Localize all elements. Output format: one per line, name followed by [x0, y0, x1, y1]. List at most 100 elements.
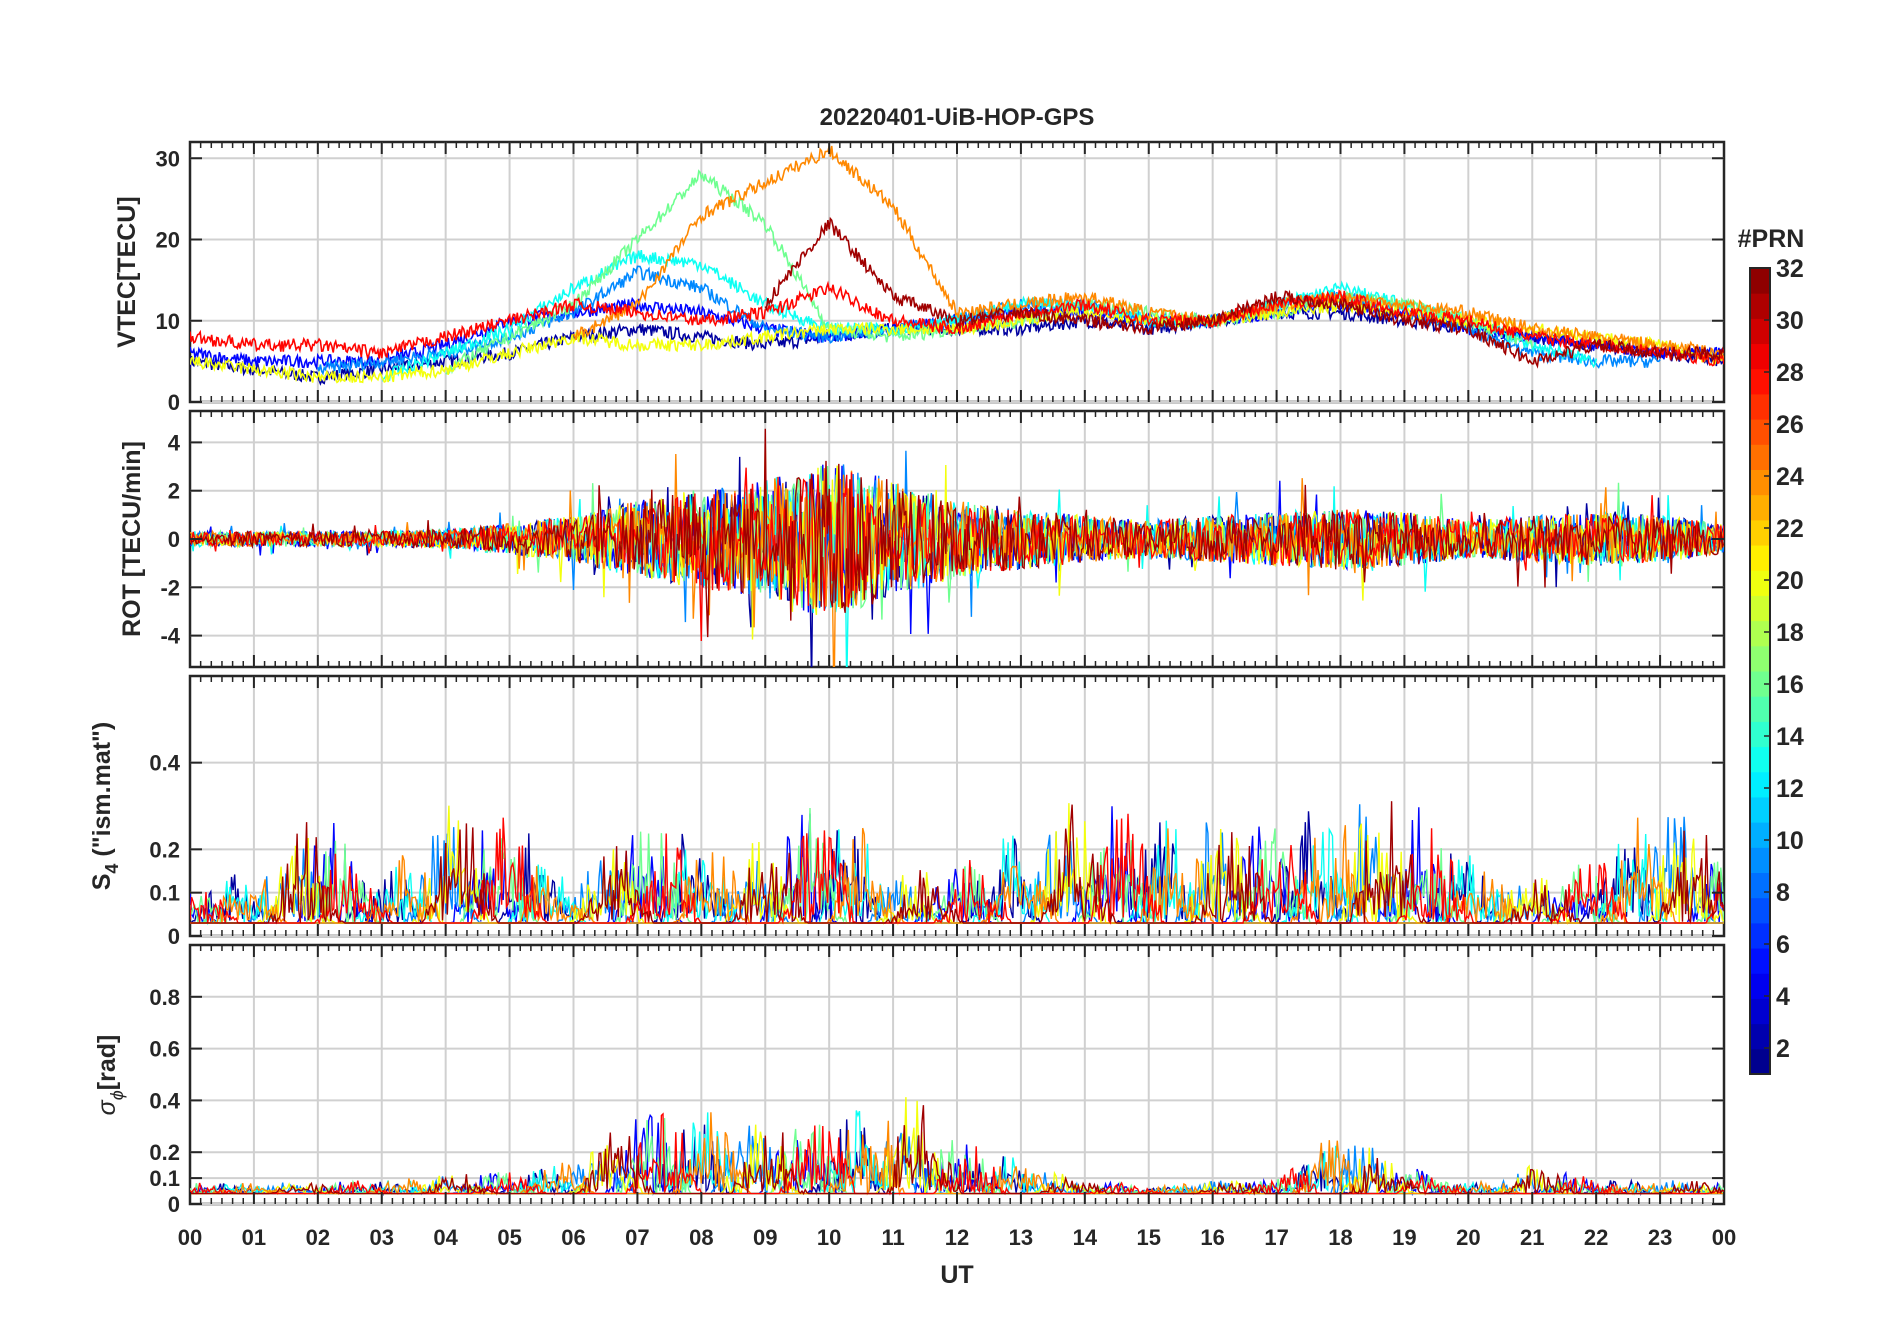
- colorbar-segment: [1750, 1023, 1770, 1050]
- colorbar-tick-label: 28: [1776, 359, 1804, 387]
- x-axis-title: UT: [940, 1261, 973, 1289]
- x-tick-label: 08: [689, 1225, 713, 1250]
- colorbar-tick-label: 24: [1776, 463, 1804, 491]
- x-tick-label: 01: [242, 1225, 266, 1250]
- x-tick-label: 09: [753, 1225, 777, 1250]
- x-tick-label: 04: [433, 1225, 458, 1250]
- colorbar-segment: [1750, 494, 1770, 521]
- x-tick-label: 07: [625, 1225, 649, 1250]
- y-tick-label: 0.4: [149, 751, 180, 776]
- colorbar-segment: [1750, 746, 1770, 773]
- x-tick-label: 12: [945, 1225, 969, 1250]
- colorbar-tick-label: 26: [1776, 411, 1804, 439]
- colorbar-segment: [1750, 847, 1770, 873]
- x-tick-label: 17: [1264, 1225, 1288, 1250]
- colorbar-tick-label: 30: [1776, 307, 1804, 335]
- rot-series-prn-28: [190, 467, 1724, 642]
- colorbar-tick-label: 2: [1776, 1035, 1790, 1063]
- colorbar-tick-label: 10: [1776, 827, 1804, 855]
- x-tick-label: 11: [881, 1225, 904, 1250]
- x-tick-label: 21: [1520, 1225, 1544, 1250]
- colorbar-tick-label: 20: [1776, 567, 1804, 595]
- y-tick-label: 0.2: [149, 837, 180, 862]
- x-tick-label: 00: [178, 1225, 202, 1250]
- x-tick-label: 03: [370, 1225, 394, 1250]
- vtec-series-group: [190, 145, 1724, 386]
- y-tick-label: 4: [168, 430, 181, 455]
- colorbar-tick-label: 6: [1776, 931, 1790, 959]
- colorbar-segment: [1750, 318, 1770, 345]
- axis-ticks: 0102030-4-202400.10.20.400.10.20.40.60.8…: [149, 142, 1736, 1250]
- colorbar-segment: [1750, 595, 1770, 622]
- vtec-series-prn-31: [764, 216, 1724, 369]
- colorbar-segment: [1750, 645, 1770, 672]
- colorbar-segment: [1750, 948, 1770, 974]
- x-tick-label: 20: [1456, 1225, 1480, 1250]
- x-tick-label: 19: [1392, 1225, 1416, 1250]
- sigma-phi-axis-title: σϕ[rad]: [93, 1035, 127, 1116]
- figure-title: 20220401-UiB-HOP-GPS: [820, 104, 1095, 131]
- rot-axis-title: ROT [TECU/min]: [118, 441, 146, 637]
- s4-axis-title: S4 ("ism.mat"): [88, 722, 122, 891]
- colorbar-segment: [1750, 368, 1770, 395]
- y-tick-label: 0: [168, 924, 180, 949]
- y-tick-label: 0: [168, 1192, 180, 1217]
- colorbar-tick-label: 14: [1776, 723, 1804, 751]
- colorbar-segment: [1750, 973, 1770, 999]
- colorbar-segment: [1750, 897, 1770, 924]
- colorbar-tick-label: 4: [1776, 983, 1790, 1011]
- colorbar-segment: [1750, 771, 1770, 798]
- colorbar-segment: [1750, 872, 1770, 899]
- x-tick-label: 05: [497, 1225, 521, 1250]
- colorbar-segment: [1750, 671, 1770, 697]
- colorbar-segment: [1750, 620, 1770, 647]
- vtec-series-prn-13: [381, 249, 1597, 383]
- colorbar-title: #PRN: [1738, 225, 1805, 253]
- rot-series-group: [190, 428, 1724, 667]
- colorbar-tick-label: 8: [1776, 879, 1790, 907]
- y-tick-label: 20: [156, 228, 180, 253]
- colorbar-segment: [1750, 519, 1770, 546]
- rot-series-prn-13: [190, 474, 1724, 667]
- x-tick-label: 15: [1137, 1225, 1161, 1250]
- x-tick-label: 02: [306, 1225, 330, 1250]
- colorbar-tick-label: 12: [1776, 775, 1804, 803]
- x-tick-label: 18: [1328, 1225, 1352, 1250]
- colorbar-segment: [1750, 696, 1770, 722]
- y-tick-label: 0.1: [149, 1166, 180, 1191]
- y-tick-label: 0: [168, 527, 180, 552]
- x-tick-label: 13: [1009, 1225, 1033, 1250]
- vtec-series-prn-24: [572, 145, 1724, 361]
- colorbar-segment: [1750, 1048, 1770, 1075]
- colorbar-segment: [1750, 545, 1770, 571]
- colorbar-tick-label: 32: [1776, 255, 1804, 283]
- colorbar-segment: [1750, 570, 1770, 596]
- y-tick-label: 0.8: [149, 985, 180, 1010]
- vtec-axis-title: VTEC[TECU]: [113, 196, 141, 347]
- y-tick-label: 0.2: [149, 1140, 180, 1165]
- colorbar-segment: [1750, 922, 1770, 949]
- y-tick-label: 0.4: [149, 1088, 180, 1113]
- y-tick-label: 0.6: [149, 1037, 180, 1062]
- colorbar-tick-label: 18: [1776, 619, 1804, 647]
- x-tick-label: 22: [1584, 1225, 1608, 1250]
- colorbar-segment: [1750, 721, 1770, 748]
- colorbar-segment: [1750, 822, 1770, 848]
- x-tick-label: 00: [1712, 1225, 1736, 1250]
- y-tick-label: 2: [168, 479, 180, 504]
- x-tick-label: 16: [1200, 1225, 1224, 1250]
- s4-series-prn-31: [190, 801, 1724, 926]
- colorbar-segment: [1750, 998, 1770, 1025]
- rot-series-prn-16: [190, 465, 1724, 620]
- y-tick-label: 10: [156, 309, 180, 334]
- colorbar-tick-label: 16: [1776, 671, 1804, 699]
- colorbar-segment: [1750, 268, 1770, 294]
- x-tick-label: 23: [1648, 1225, 1672, 1250]
- s4-series-group: [190, 801, 1724, 926]
- colorbar-segment: [1750, 293, 1770, 319]
- y-tick-label: -2: [160, 575, 180, 600]
- colorbar-segment: [1750, 444, 1770, 470]
